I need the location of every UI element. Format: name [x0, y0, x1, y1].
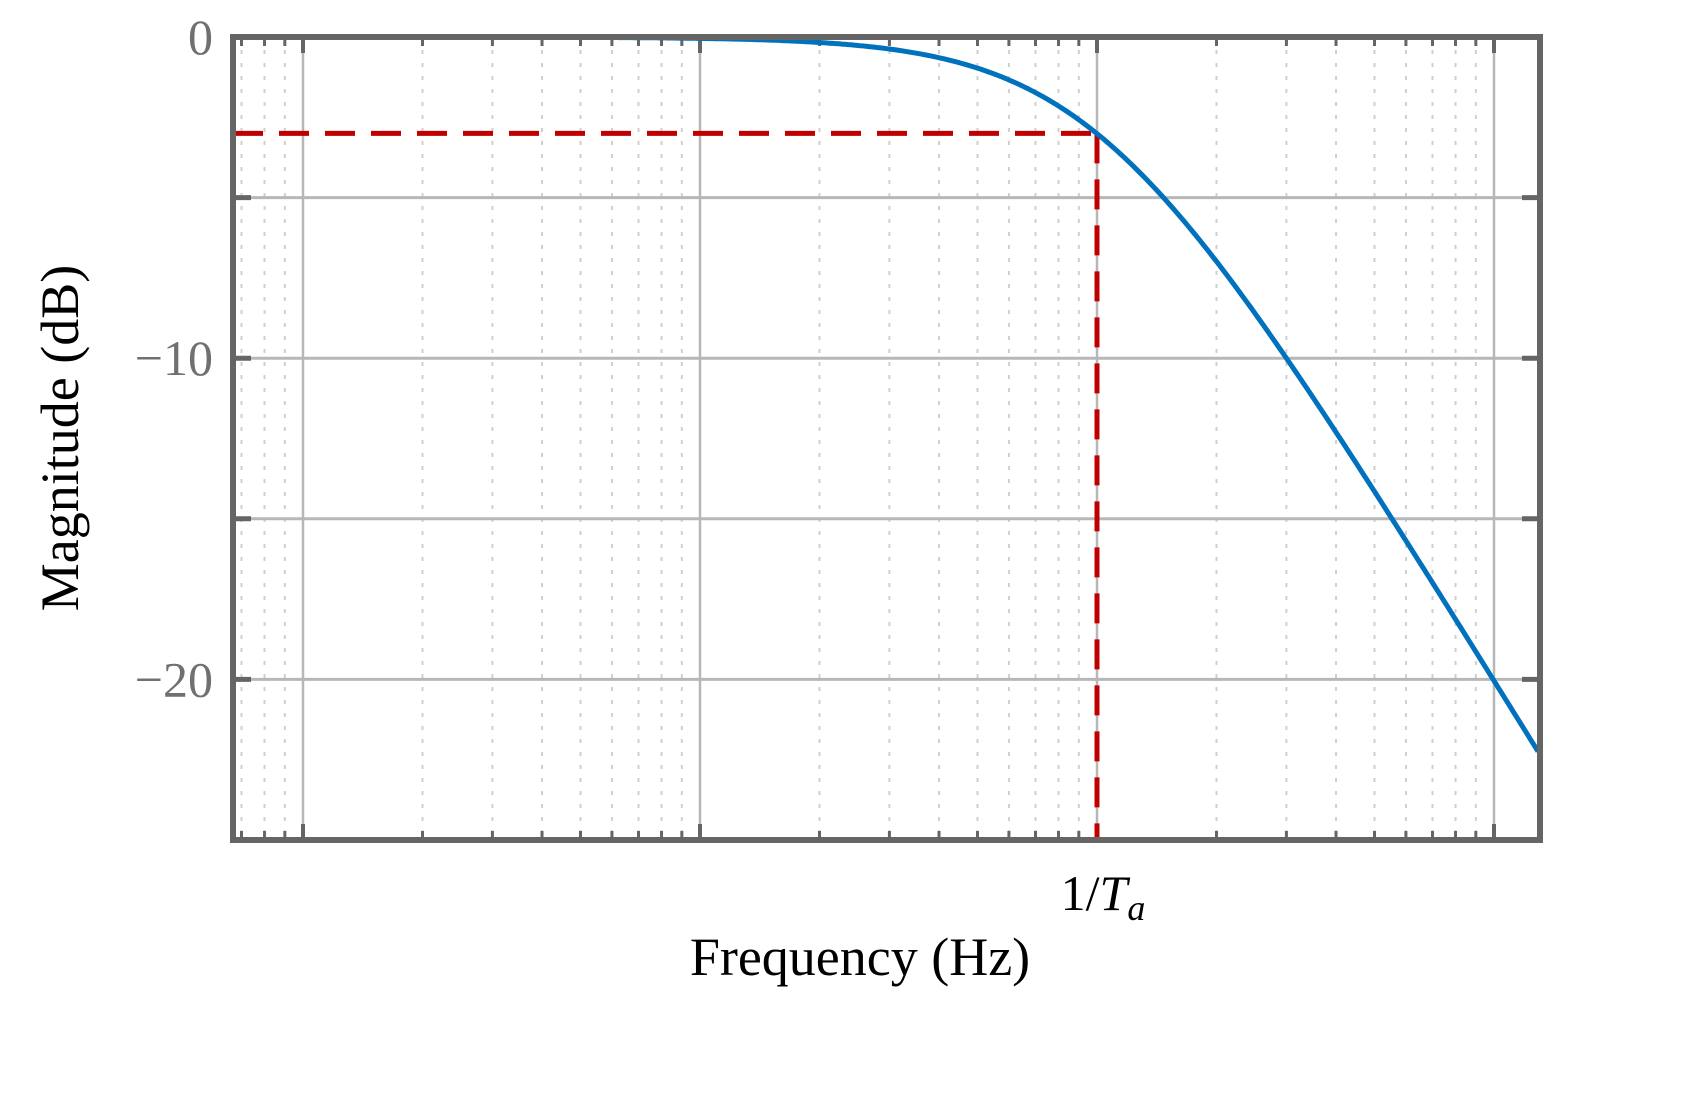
y-tick-label: 0: [188, 9, 213, 65]
series-layer: [233, 34, 1541, 753]
cutoff-annotation: [233, 130, 1100, 840]
cutoff-label-prefix: 1/: [1061, 865, 1100, 921]
axis-ticks: [233, 34, 1540, 843]
cutoff-label-variable: T: [1100, 865, 1131, 921]
x-axis-label: Frequency (Hz): [690, 927, 1030, 987]
y-tick-label: −20: [135, 651, 213, 707]
y-axis-label: Magnitude (dB): [30, 265, 90, 611]
major-grid: [233, 37, 1540, 840]
plot-frame: [230, 34, 1543, 843]
cutoff-label: 1/Ta: [1061, 865, 1146, 928]
series-line: [233, 34, 1541, 753]
y-tick-labels: 0 −10 −20: [135, 9, 213, 707]
minor-grid: [240, 37, 1477, 840]
y-tick-label: −10: [135, 330, 213, 386]
cutoff-label-subscript: a: [1127, 888, 1145, 928]
